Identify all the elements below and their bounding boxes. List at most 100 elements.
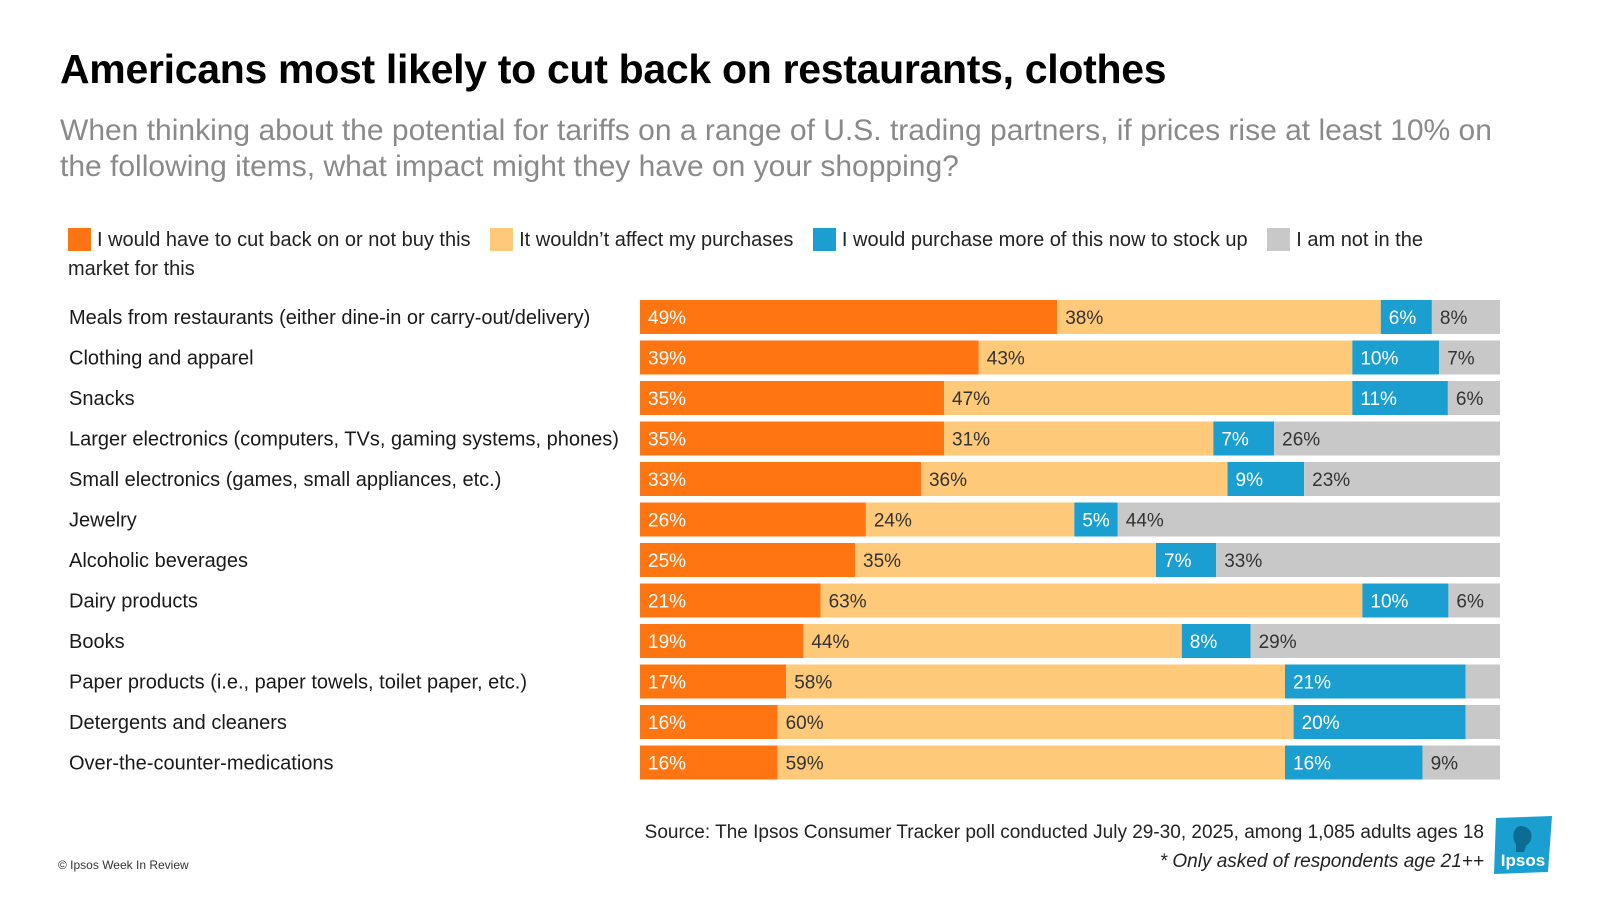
legend-label-no-effect: It wouldn’t affect my purchases <box>519 229 794 251</box>
bar-segment-cut-back <box>640 543 855 577</box>
logo-text: Ipsos <box>1501 851 1545 870</box>
value-label: 9% <box>1236 470 1264 491</box>
bar-segment-no-effect <box>803 624 1182 658</box>
bar-segment-stock-up <box>1227 462 1305 496</box>
category-label: Dairy products <box>69 591 198 613</box>
value-label: 26% <box>648 511 686 532</box>
stacked-bar-chart: Meals from restaurants (either dine-in o… <box>69 300 1500 780</box>
bar-row: Over-the-counter-medications 16% 59% 16% 9% <box>69 745 1500 780</box>
bar-segment-cut-back <box>640 340 979 375</box>
bar-segment-no-effect <box>920 462 1228 496</box>
value-label: 21% <box>648 592 686 613</box>
value-label: 8% <box>1440 308 1468 329</box>
bar-segment-cut-back <box>640 421 945 456</box>
bar-row: Detergents and cleaners 16% 60% 20% <box>69 705 1500 739</box>
bar-segment-stock-up <box>1213 421 1275 456</box>
value-label: 7% <box>1221 430 1249 451</box>
bar-row: Alcoholic beverages 25% 35% 7% 33% <box>69 543 1500 577</box>
value-label: 60% <box>786 713 824 734</box>
legend-swatch-cut-back <box>68 228 91 251</box>
legend-item-cut-back: I would have to cut back on or not buy t… <box>68 228 471 251</box>
value-label: 5% <box>1082 511 1110 532</box>
chart-title: Americans most likely to cut back on res… <box>60 46 1167 92</box>
value-label: 25% <box>648 551 686 572</box>
category-label: Small electronics (games, small applianc… <box>69 469 501 491</box>
bar-row: Snacks 35% 47% 11% 6% <box>69 381 1500 415</box>
bar-segment-no-effect <box>865 502 1075 537</box>
legend-item-stock-up: I would purchase more of this now to sto… <box>812 228 1248 251</box>
value-label: 16% <box>648 754 686 775</box>
bar-segment-cut-back <box>640 462 921 496</box>
bar-row: Larger electronics (computers, TVs, gami… <box>69 421 1500 456</box>
bar-row: Meals from restaurants (either dine-in o… <box>69 300 1500 334</box>
value-label: 39% <box>648 349 686 370</box>
bar-row: Jewelry 26% 24% 5% 44% <box>69 502 1500 537</box>
value-label: 8% <box>1190 632 1218 653</box>
bar-segment-no-effect <box>978 340 1353 375</box>
bar-segment-stock-up <box>1362 583 1449 618</box>
bar-row: Small electronics (games, small applianc… <box>69 462 1500 496</box>
value-label: 16% <box>1293 754 1331 775</box>
value-label: 49% <box>648 308 686 329</box>
value-label: 31% <box>952 430 990 451</box>
bar-row: Books 19% 44% 8% 29% <box>69 624 1500 658</box>
legend-label-cut-back: I would have to cut back on or not buy t… <box>97 229 471 251</box>
bar-segment-stock-up <box>1293 705 1466 739</box>
bar-segment-no-effect <box>777 705 1294 739</box>
bar-segment-stock-up <box>1285 664 1466 699</box>
value-label: 38% <box>1065 308 1103 329</box>
bar-segment-stock-up <box>1380 300 1432 334</box>
value-label: 35% <box>648 389 686 410</box>
value-label: 10% <box>1360 349 1398 370</box>
value-label: 16% <box>648 713 686 734</box>
bar-segment-cut-back <box>640 745 778 780</box>
category-label: Books <box>69 631 125 653</box>
value-label: 44% <box>811 632 849 653</box>
bar-segment-not-in-market <box>1250 624 1500 658</box>
bar-segment-stock-up <box>1352 340 1440 375</box>
logo-head-icon <box>1513 826 1532 852</box>
legend-swatch-no-effect <box>490 228 514 251</box>
bar-segment-not-in-market <box>1431 300 1500 334</box>
value-label: 6% <box>1389 308 1417 329</box>
chart-subtitle: When thinking about the potential for ta… <box>60 114 1492 183</box>
bar-segment-stock-up <box>1181 624 1251 658</box>
value-label: 33% <box>648 470 686 491</box>
bar-segment-cut-back <box>640 664 787 699</box>
source-note: Source: The Ipsos Consumer Tracker poll … <box>644 822 1484 843</box>
legend: I would have to cut back on or not buy t… <box>68 226 1488 284</box>
value-label: 35% <box>863 551 901 572</box>
value-label: 26% <box>1282 430 1320 451</box>
bar-segment-not-in-market <box>1216 543 1500 577</box>
footnote: * Only asked of respondents age 21++ <box>1159 851 1484 872</box>
bar-row: Paper products (i.e., paper towels, toil… <box>69 664 1500 699</box>
bar-segment-stock-up <box>1156 543 1217 577</box>
bar-segment-no-effect <box>786 664 1285 699</box>
category-label: Larger electronics (computers, TVs, gami… <box>69 429 619 451</box>
value-label: 21% <box>1293 673 1331 694</box>
bar-segment-no-effect <box>944 381 1353 415</box>
legend-swatch-stock-up <box>812 228 836 251</box>
bar-segment-cut-back <box>640 624 804 658</box>
bar-segment-stock-up <box>1352 381 1448 415</box>
bar-segment-not-in-market <box>1448 583 1500 618</box>
value-label: 47% <box>952 389 990 410</box>
ipsos-logo: Ipsos <box>1494 816 1552 874</box>
value-label: 7% <box>1164 551 1192 572</box>
value-label: 33% <box>1224 551 1262 572</box>
bar-row: Dairy products 21% 63% 10% 6% <box>69 583 1500 618</box>
value-label: 6% <box>1456 389 1484 410</box>
value-label: 58% <box>794 673 832 694</box>
copyright: © Ipsos Week In Review <box>58 858 189 872</box>
legend-label-stock-up: I would purchase more of this now to sto… <box>841 229 1248 251</box>
legend-item-no-effect: It wouldn’t affect my purchases <box>490 228 794 251</box>
value-label: 44% <box>1126 511 1164 532</box>
category-label: Jewelry <box>69 510 137 532</box>
category-label: Alcoholic beverages <box>69 550 248 572</box>
category-label: Snacks <box>69 388 135 410</box>
bar-segment-cut-back <box>640 583 821 618</box>
value-label: 59% <box>786 754 824 775</box>
bar-segment-cut-back <box>640 502 866 537</box>
bar-segment-not-in-market <box>1447 381 1500 415</box>
value-label: 63% <box>829 592 867 613</box>
